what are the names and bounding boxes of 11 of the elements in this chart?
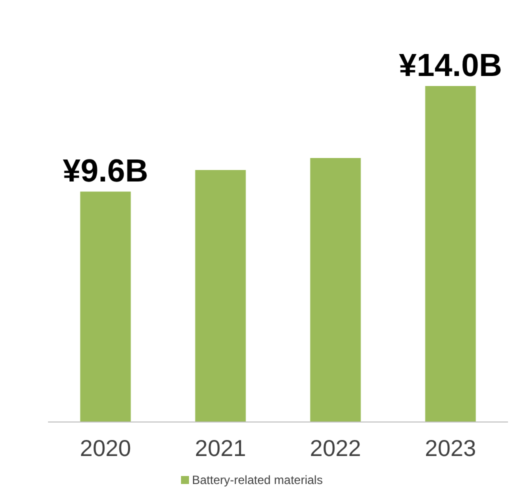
data-label: ¥9.6B — [62, 152, 148, 189]
bar — [80, 192, 131, 422]
bar — [195, 170, 246, 422]
bar — [310, 158, 361, 422]
x-tick-label: 2022 — [310, 435, 362, 461]
bar — [425, 86, 476, 422]
x-tick-label: 2020 — [80, 435, 132, 461]
x-tick-label: 2021 — [194, 435, 246, 461]
x-tick-label: 2023 — [424, 435, 476, 461]
legend-label: Battery-related materials — [192, 473, 323, 487]
data-label: ¥14.0B — [398, 47, 502, 83]
